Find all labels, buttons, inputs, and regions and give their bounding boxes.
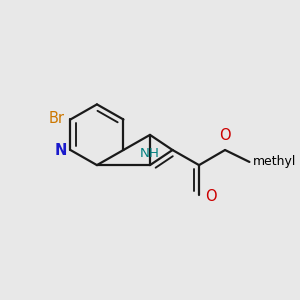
Text: O: O — [205, 189, 217, 204]
Text: NH: NH — [140, 147, 160, 160]
Text: Br: Br — [49, 111, 64, 126]
Text: methyl: methyl — [253, 155, 296, 168]
Text: N: N — [55, 142, 67, 158]
Text: O: O — [219, 128, 230, 142]
